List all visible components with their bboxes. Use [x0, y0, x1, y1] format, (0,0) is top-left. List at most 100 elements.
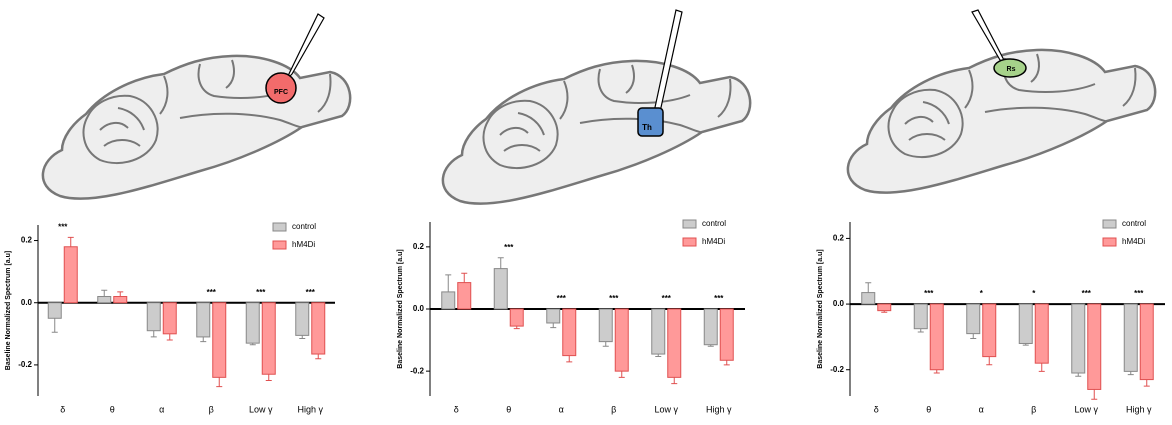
error-bar — [167, 334, 173, 340]
bar — [296, 303, 309, 336]
brain-diagram: Th — [443, 10, 750, 204]
bar — [163, 303, 176, 334]
bar — [312, 303, 325, 354]
bar — [878, 304, 891, 311]
bar — [1140, 304, 1153, 380]
error-bar — [671, 377, 677, 383]
bar — [930, 304, 943, 370]
error-bar — [1039, 363, 1045, 371]
bar — [615, 309, 628, 371]
significance-label: *** — [504, 243, 514, 252]
significance-label: *** — [58, 223, 68, 232]
y-tick-label: 0.2 — [413, 242, 425, 251]
bar — [668, 309, 681, 377]
bar — [98, 297, 111, 303]
bar — [114, 297, 127, 303]
legend-swatch — [273, 223, 286, 231]
bar — [147, 303, 160, 331]
error-bar — [724, 360, 730, 365]
bar — [1035, 304, 1048, 363]
y-axis-label: Baseline Normalized Spectrum [a.u] — [397, 249, 404, 368]
bar — [599, 309, 612, 342]
legend-swatch — [683, 220, 696, 228]
bar — [547, 309, 560, 323]
error-bar — [865, 283, 871, 293]
bar — [652, 309, 665, 354]
x-tick-label: β — [209, 404, 214, 414]
significance-label: *** — [662, 294, 672, 303]
bar — [246, 303, 259, 343]
error-bar — [619, 371, 625, 377]
x-tick-label: Low γ — [654, 404, 678, 414]
y-tick-label: 0.0 — [413, 304, 425, 313]
bar — [262, 303, 275, 375]
bar — [48, 303, 61, 319]
significance-label: * — [1032, 289, 1036, 298]
x-tick-label: High γ — [1126, 404, 1152, 414]
legend-swatch — [273, 241, 286, 249]
x-tick-label: δ — [874, 404, 879, 414]
bar — [914, 304, 927, 329]
bar — [1088, 304, 1101, 389]
significance-label: *** — [256, 288, 266, 297]
bar — [510, 309, 523, 326]
error-bar — [52, 318, 58, 332]
y-tick-label: -0.2 — [830, 365, 844, 374]
error-bar — [986, 357, 992, 365]
error-bar — [266, 374, 272, 380]
brain-diagram: PFC — [43, 14, 350, 199]
x-tick-label: α — [559, 404, 564, 414]
legend-label: hM4Di — [1122, 237, 1145, 246]
error-bar — [550, 323, 556, 328]
error-bar — [151, 331, 157, 337]
error-bar — [200, 337, 206, 342]
error-bar — [117, 292, 123, 297]
bar — [197, 303, 210, 337]
bar — [64, 247, 77, 303]
error-bar — [603, 342, 609, 347]
chart: -0.2 0.0 0.2 Baseline Normalized Spectrum [… — [817, 219, 1165, 414]
error-bar — [566, 356, 572, 362]
y-axis-label: Baseline Normalized Spectrum [a.u] — [5, 251, 12, 370]
bar — [563, 309, 576, 356]
x-tick-label: θ — [110, 404, 115, 414]
legend-swatch — [683, 238, 696, 246]
significance-label: *** — [609, 294, 619, 303]
bar — [862, 293, 875, 304]
y-tick-label: 0.0 — [833, 299, 845, 308]
error-bar — [68, 237, 74, 246]
y-tick-label: 0.2 — [833, 234, 845, 243]
significance-label: *** — [924, 289, 934, 298]
error-bar — [1091, 389, 1097, 399]
bar — [213, 303, 226, 378]
significance-label: *** — [1134, 289, 1144, 298]
error-bar — [498, 258, 504, 269]
error-bar — [315, 354, 321, 359]
significance-label: *** — [714, 294, 724, 303]
x-tick-label: Low γ — [249, 404, 273, 414]
legend-label: control — [702, 219, 726, 228]
legend-swatch — [1103, 220, 1116, 228]
x-tick-label: β — [1031, 404, 1036, 414]
significance-label: *** — [306, 288, 316, 297]
legend-label: control — [1122, 219, 1146, 228]
x-tick-label: θ — [506, 404, 511, 414]
bar — [494, 269, 507, 309]
bar — [1072, 304, 1085, 373]
region-label: PFC — [274, 89, 288, 96]
x-tick-label: δ — [60, 404, 65, 414]
region-label: Rs — [1007, 66, 1016, 73]
figure: PFC Th Rs -0.2 0.0 0.2 Baseline Normalized … — [0, 0, 1172, 420]
y-axis-label: Baseline Normalized Spectrum [a.u] — [817, 249, 824, 368]
x-tick-label: Low γ — [1074, 404, 1098, 414]
error-bar — [101, 290, 107, 296]
error-bar — [461, 273, 467, 282]
x-tick-label: θ — [926, 404, 931, 414]
chart: -0.20.00.2Baseline Normalized Spectrum [… — [5, 222, 335, 414]
x-tick-label: High γ — [706, 404, 732, 414]
error-bar — [1144, 380, 1150, 387]
x-tick-label: α — [979, 404, 984, 414]
y-tick-label: -0.2 — [410, 366, 424, 375]
legend-label: hM4Di — [292, 240, 315, 249]
significance-label: *** — [1082, 289, 1092, 298]
